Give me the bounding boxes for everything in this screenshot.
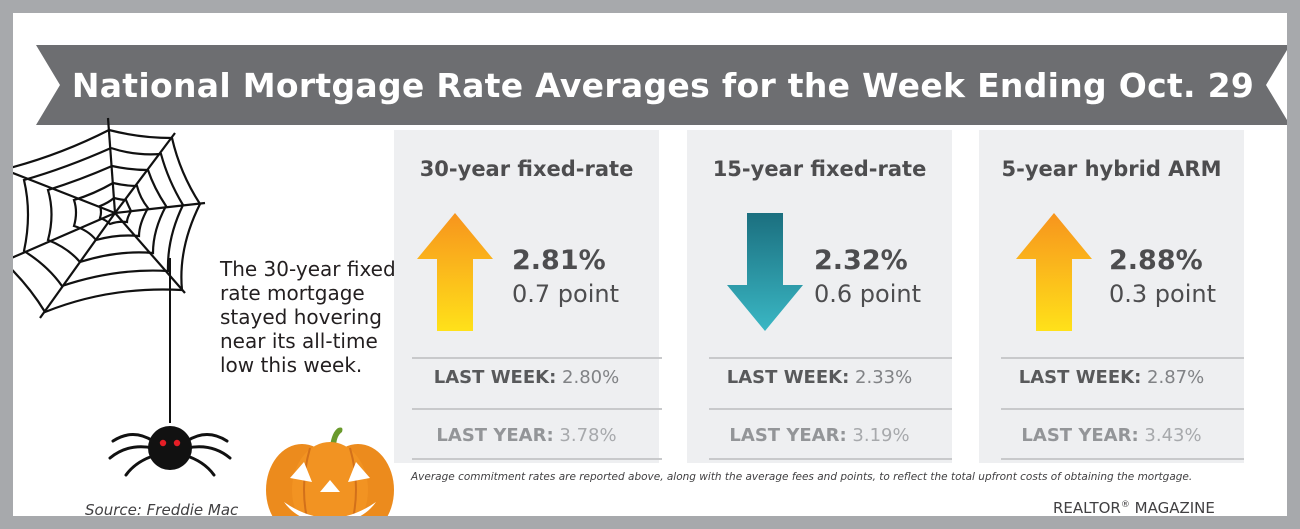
- registered-mark: ®: [1120, 500, 1130, 510]
- brand-name: REALTOR: [1053, 499, 1121, 517]
- current-rate: 2.32%: [814, 245, 908, 276]
- last-week-label: LAST WEEK:: [1018, 367, 1142, 388]
- page-title: National Mortgage Rate Averages for the …: [71, 66, 1255, 105]
- card-title: 15-year fixed-rate: [712, 157, 927, 181]
- divider: [709, 458, 952, 460]
- brand-logo: REALTOR® MAGAZINE: [1053, 499, 1215, 517]
- spider-web-icon: [13, 117, 206, 333]
- last-year-stat: LAST YEAR: 3.43%: [979, 425, 1244, 446]
- rate-card-30-year: 30-year fixed-rate 2.81% 0.7 point LAST …: [394, 130, 662, 463]
- card-title: 5-year hybrid ARM: [1001, 157, 1222, 181]
- last-week-label: LAST WEEK:: [433, 367, 557, 388]
- brand-suffix: MAGAZINE: [1129, 499, 1215, 517]
- divider: [1001, 357, 1244, 359]
- spider-icon: [108, 303, 232, 477]
- footnote: Average commitment rates are reported ab…: [411, 471, 1193, 483]
- last-week-value: 2.33%: [855, 367, 913, 388]
- title-banner: [36, 45, 1287, 125]
- last-week-stat: LAST WEEK: 2.33%: [687, 367, 952, 388]
- divider: [412, 357, 662, 359]
- arrow-up-icon: [417, 213, 493, 331]
- last-year-label: LAST YEAR:: [436, 425, 554, 446]
- last-year-value: 3.19%: [852, 425, 910, 446]
- divider: [709, 408, 952, 410]
- divider: [412, 408, 662, 410]
- card-title: 30-year fixed-rate: [419, 157, 634, 181]
- arrow-down-icon: [727, 213, 803, 331]
- source-credit: Source: Freddie Mac: [85, 501, 239, 519]
- rate-change: 0.7 point: [512, 280, 620, 308]
- last-year-value: 3.43%: [1144, 425, 1202, 446]
- divider: [1001, 458, 1244, 460]
- last-year-label: LAST YEAR:: [1021, 425, 1139, 446]
- rate-change: 0.6 point: [814, 280, 922, 308]
- divider: [412, 458, 662, 460]
- current-rate: 2.88%: [1109, 245, 1203, 276]
- rate-change: 0.3 point: [1109, 280, 1217, 308]
- arrow-up-icon: [1016, 213, 1092, 331]
- last-week-stat: LAST WEEK: 2.87%: [979, 367, 1244, 388]
- last-year-label: LAST YEAR:: [729, 425, 847, 446]
- last-week-label: LAST WEEK:: [726, 367, 850, 388]
- last-week-stat: LAST WEEK: 2.80%: [394, 367, 659, 388]
- last-year-stat: LAST YEAR: 3.78%: [394, 425, 659, 446]
- rate-card-5-year-arm: 5-year hybrid ARM 2.88% 0.3 point LAST W…: [979, 130, 1244, 463]
- divider: [709, 357, 952, 359]
- current-rate: 2.81%: [512, 245, 606, 276]
- divider: [1001, 408, 1244, 410]
- side-note: The 30-year fixed-rate mortgage stayed h…: [220, 257, 403, 377]
- rate-card-15-year: 15-year fixed-rate 2.32% 0.6 point LAST …: [687, 130, 952, 463]
- last-week-value: 2.87%: [1147, 367, 1205, 388]
- last-year-stat: LAST YEAR: 3.19%: [687, 425, 952, 446]
- last-year-value: 3.78%: [559, 425, 617, 446]
- last-week-value: 2.80%: [562, 367, 620, 388]
- jack-o-lantern-icon: [266, 427, 394, 516]
